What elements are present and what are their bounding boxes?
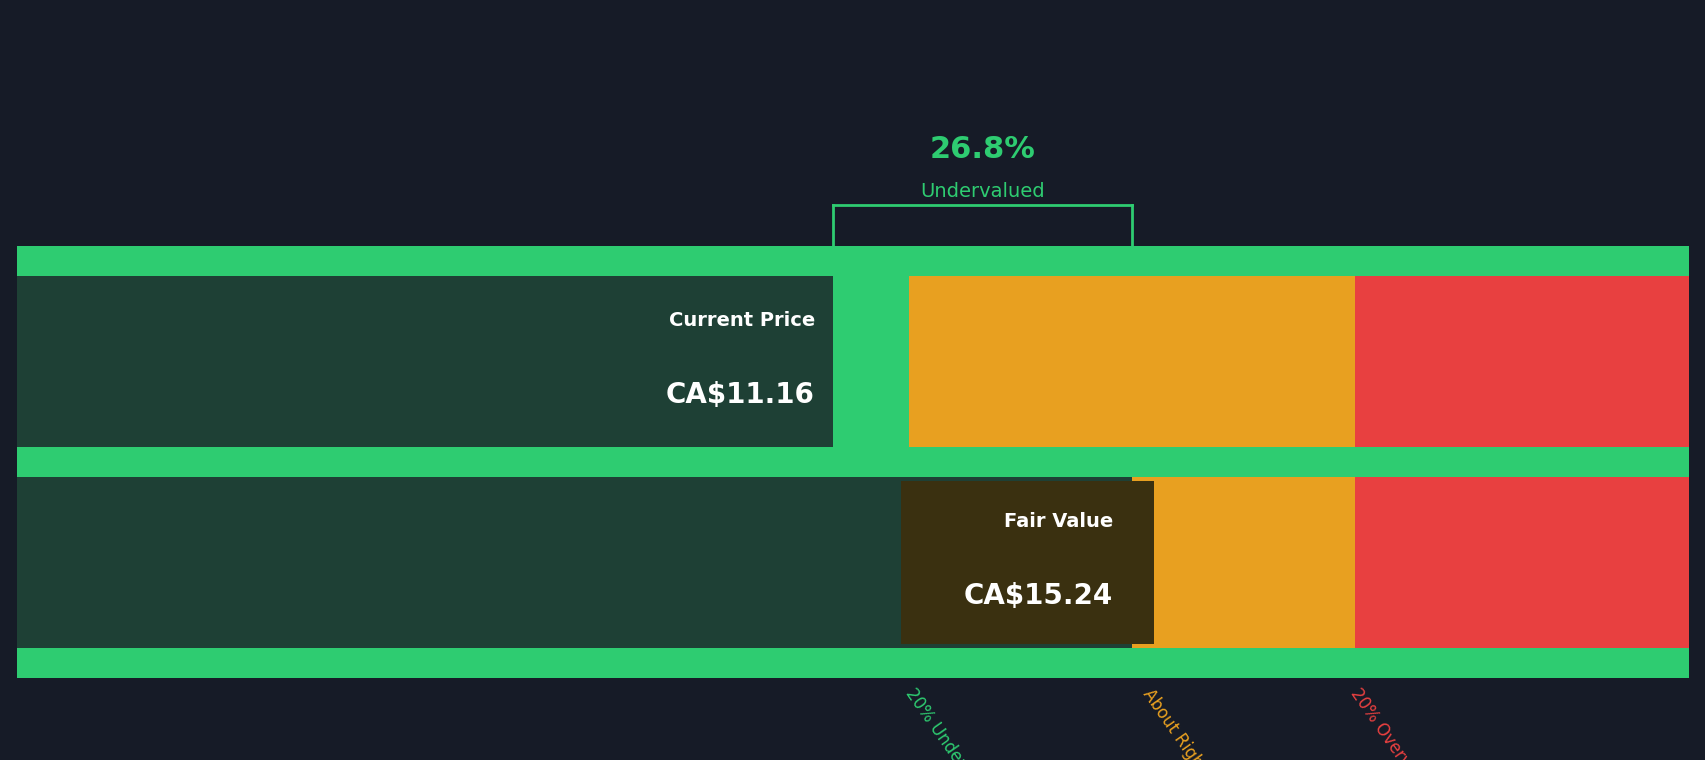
Bar (1354, 246, 1688, 678)
Text: Fair Value: Fair Value (1004, 512, 1113, 531)
Bar (17, 276, 832, 447)
Bar (17, 447, 1688, 477)
Text: 26.8%: 26.8% (929, 135, 1035, 164)
Bar (17, 246, 909, 678)
Text: About Right: About Right (1139, 686, 1209, 760)
Text: Current Price: Current Price (668, 311, 815, 330)
Bar (17, 648, 1688, 678)
Bar (909, 246, 1354, 678)
Text: CA$11.16: CA$11.16 (665, 381, 815, 409)
Bar (17, 246, 1688, 276)
Text: Undervalued: Undervalued (919, 182, 1043, 201)
Text: 20% Overvalued: 20% Overvalued (1347, 686, 1441, 760)
Text: 20% Undervalued: 20% Undervalued (900, 686, 1001, 760)
Bar (900, 480, 1153, 644)
Text: CA$15.24: CA$15.24 (963, 582, 1113, 610)
Bar (17, 477, 1130, 648)
